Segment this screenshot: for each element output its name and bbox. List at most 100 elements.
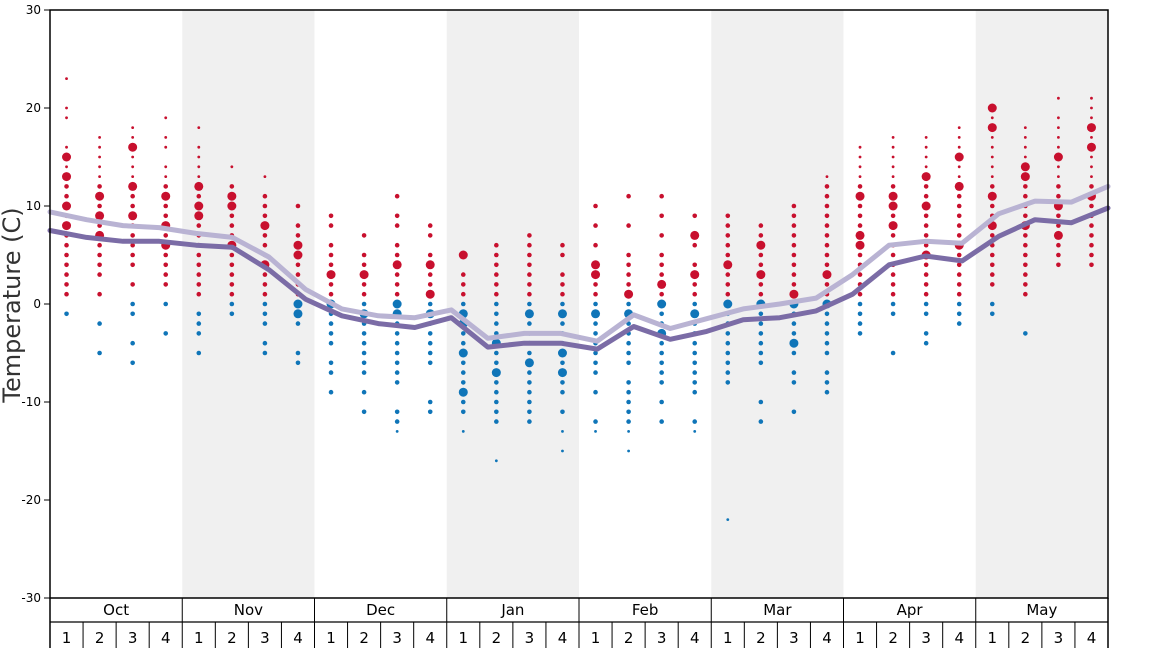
- data-point: [460, 331, 466, 336]
- data-point: [858, 165, 862, 169]
- data-point: [427, 399, 433, 405]
- data-point: [1023, 233, 1028, 238]
- y-tick-label: 10: [26, 199, 41, 213]
- week-label: 2: [492, 629, 502, 647]
- data-point: [427, 233, 433, 238]
- month-label-jan: Jan: [500, 601, 524, 619]
- data-point: [494, 291, 499, 297]
- data-point: [361, 252, 367, 258]
- data-point: [163, 331, 169, 336]
- data-point: [293, 309, 303, 319]
- data-point: [1057, 175, 1060, 179]
- data-point: [561, 430, 564, 433]
- data-point: [956, 203, 962, 209]
- data-point: [95, 191, 105, 201]
- data-point: [824, 350, 830, 356]
- data-point: [394, 252, 400, 258]
- data-point: [890, 291, 896, 297]
- data-point: [328, 291, 334, 297]
- data-point: [858, 145, 862, 149]
- data-point: [262, 272, 268, 277]
- data-point: [527, 321, 532, 326]
- data-point: [560, 380, 565, 385]
- data-point: [626, 360, 631, 366]
- week-label: 4: [822, 629, 832, 647]
- data-point: [494, 282, 499, 287]
- week-label: 3: [392, 629, 402, 647]
- data-point: [1089, 223, 1094, 228]
- data-point: [361, 350, 367, 356]
- data-point: [692, 262, 698, 268]
- data-point: [263, 175, 267, 179]
- data-point: [989, 252, 995, 258]
- data-point: [361, 370, 367, 375]
- data-point: [394, 350, 400, 356]
- data-point: [692, 370, 698, 375]
- data-point: [989, 272, 995, 277]
- data-point: [890, 301, 896, 307]
- data-point: [957, 165, 961, 169]
- data-point: [725, 242, 731, 248]
- data-point: [626, 193, 631, 199]
- data-point: [725, 282, 731, 287]
- data-point: [923, 301, 929, 307]
- data-point: [131, 165, 135, 169]
- data-point: [491, 368, 501, 378]
- data-point: [460, 340, 466, 346]
- data-point: [64, 272, 69, 277]
- data-point: [791, 282, 797, 287]
- data-point: [659, 370, 664, 375]
- data-point: [361, 262, 367, 268]
- data-point: [427, 282, 433, 287]
- data-point: [98, 155, 101, 159]
- data-point: [130, 262, 135, 268]
- data-point: [128, 181, 138, 191]
- data-point: [427, 331, 433, 336]
- y-axis: 30 20 10 0 -10 -20 -30: [21, 3, 50, 605]
- data-point: [824, 321, 830, 326]
- data-point: [857, 223, 863, 228]
- data-point: [593, 360, 598, 366]
- data-point: [1089, 242, 1094, 248]
- data-point: [1090, 96, 1093, 100]
- data-point: [494, 301, 499, 307]
- data-point: [527, 272, 532, 277]
- data-point: [494, 242, 499, 248]
- data-point: [98, 145, 101, 149]
- data-point: [657, 299, 667, 309]
- data-point: [888, 221, 898, 231]
- y-axis-label: Temperature (C): [0, 207, 26, 403]
- data-point: [989, 301, 995, 307]
- data-point: [260, 221, 270, 231]
- month-shade-jan: [446, 10, 579, 598]
- data-point: [163, 301, 169, 307]
- data-point: [262, 291, 268, 297]
- data-point: [824, 282, 830, 287]
- data-point: [163, 252, 169, 258]
- data-point: [494, 311, 499, 317]
- data-point: [659, 419, 664, 424]
- data-point: [791, 370, 797, 375]
- data-point: [725, 272, 731, 277]
- data-point: [295, 350, 301, 356]
- data-point: [163, 262, 169, 268]
- data-point: [557, 348, 567, 358]
- data-point: [196, 350, 202, 356]
- data-point: [97, 272, 102, 277]
- data-point: [62, 172, 72, 182]
- week-label: 1: [62, 629, 72, 647]
- data-point: [97, 203, 102, 209]
- data-point: [458, 250, 468, 260]
- y-tick-label: -30: [21, 591, 41, 605]
- data-point: [64, 262, 69, 268]
- data-point: [65, 145, 68, 149]
- data-point: [65, 165, 68, 169]
- data-point: [987, 123, 997, 133]
- data-point: [262, 233, 268, 238]
- data-point: [65, 77, 68, 80]
- data-point: [692, 419, 698, 424]
- data-point: [725, 252, 731, 258]
- data-point: [824, 203, 830, 209]
- data-point: [394, 331, 400, 336]
- upper-trend-line: [47, 183, 1111, 344]
